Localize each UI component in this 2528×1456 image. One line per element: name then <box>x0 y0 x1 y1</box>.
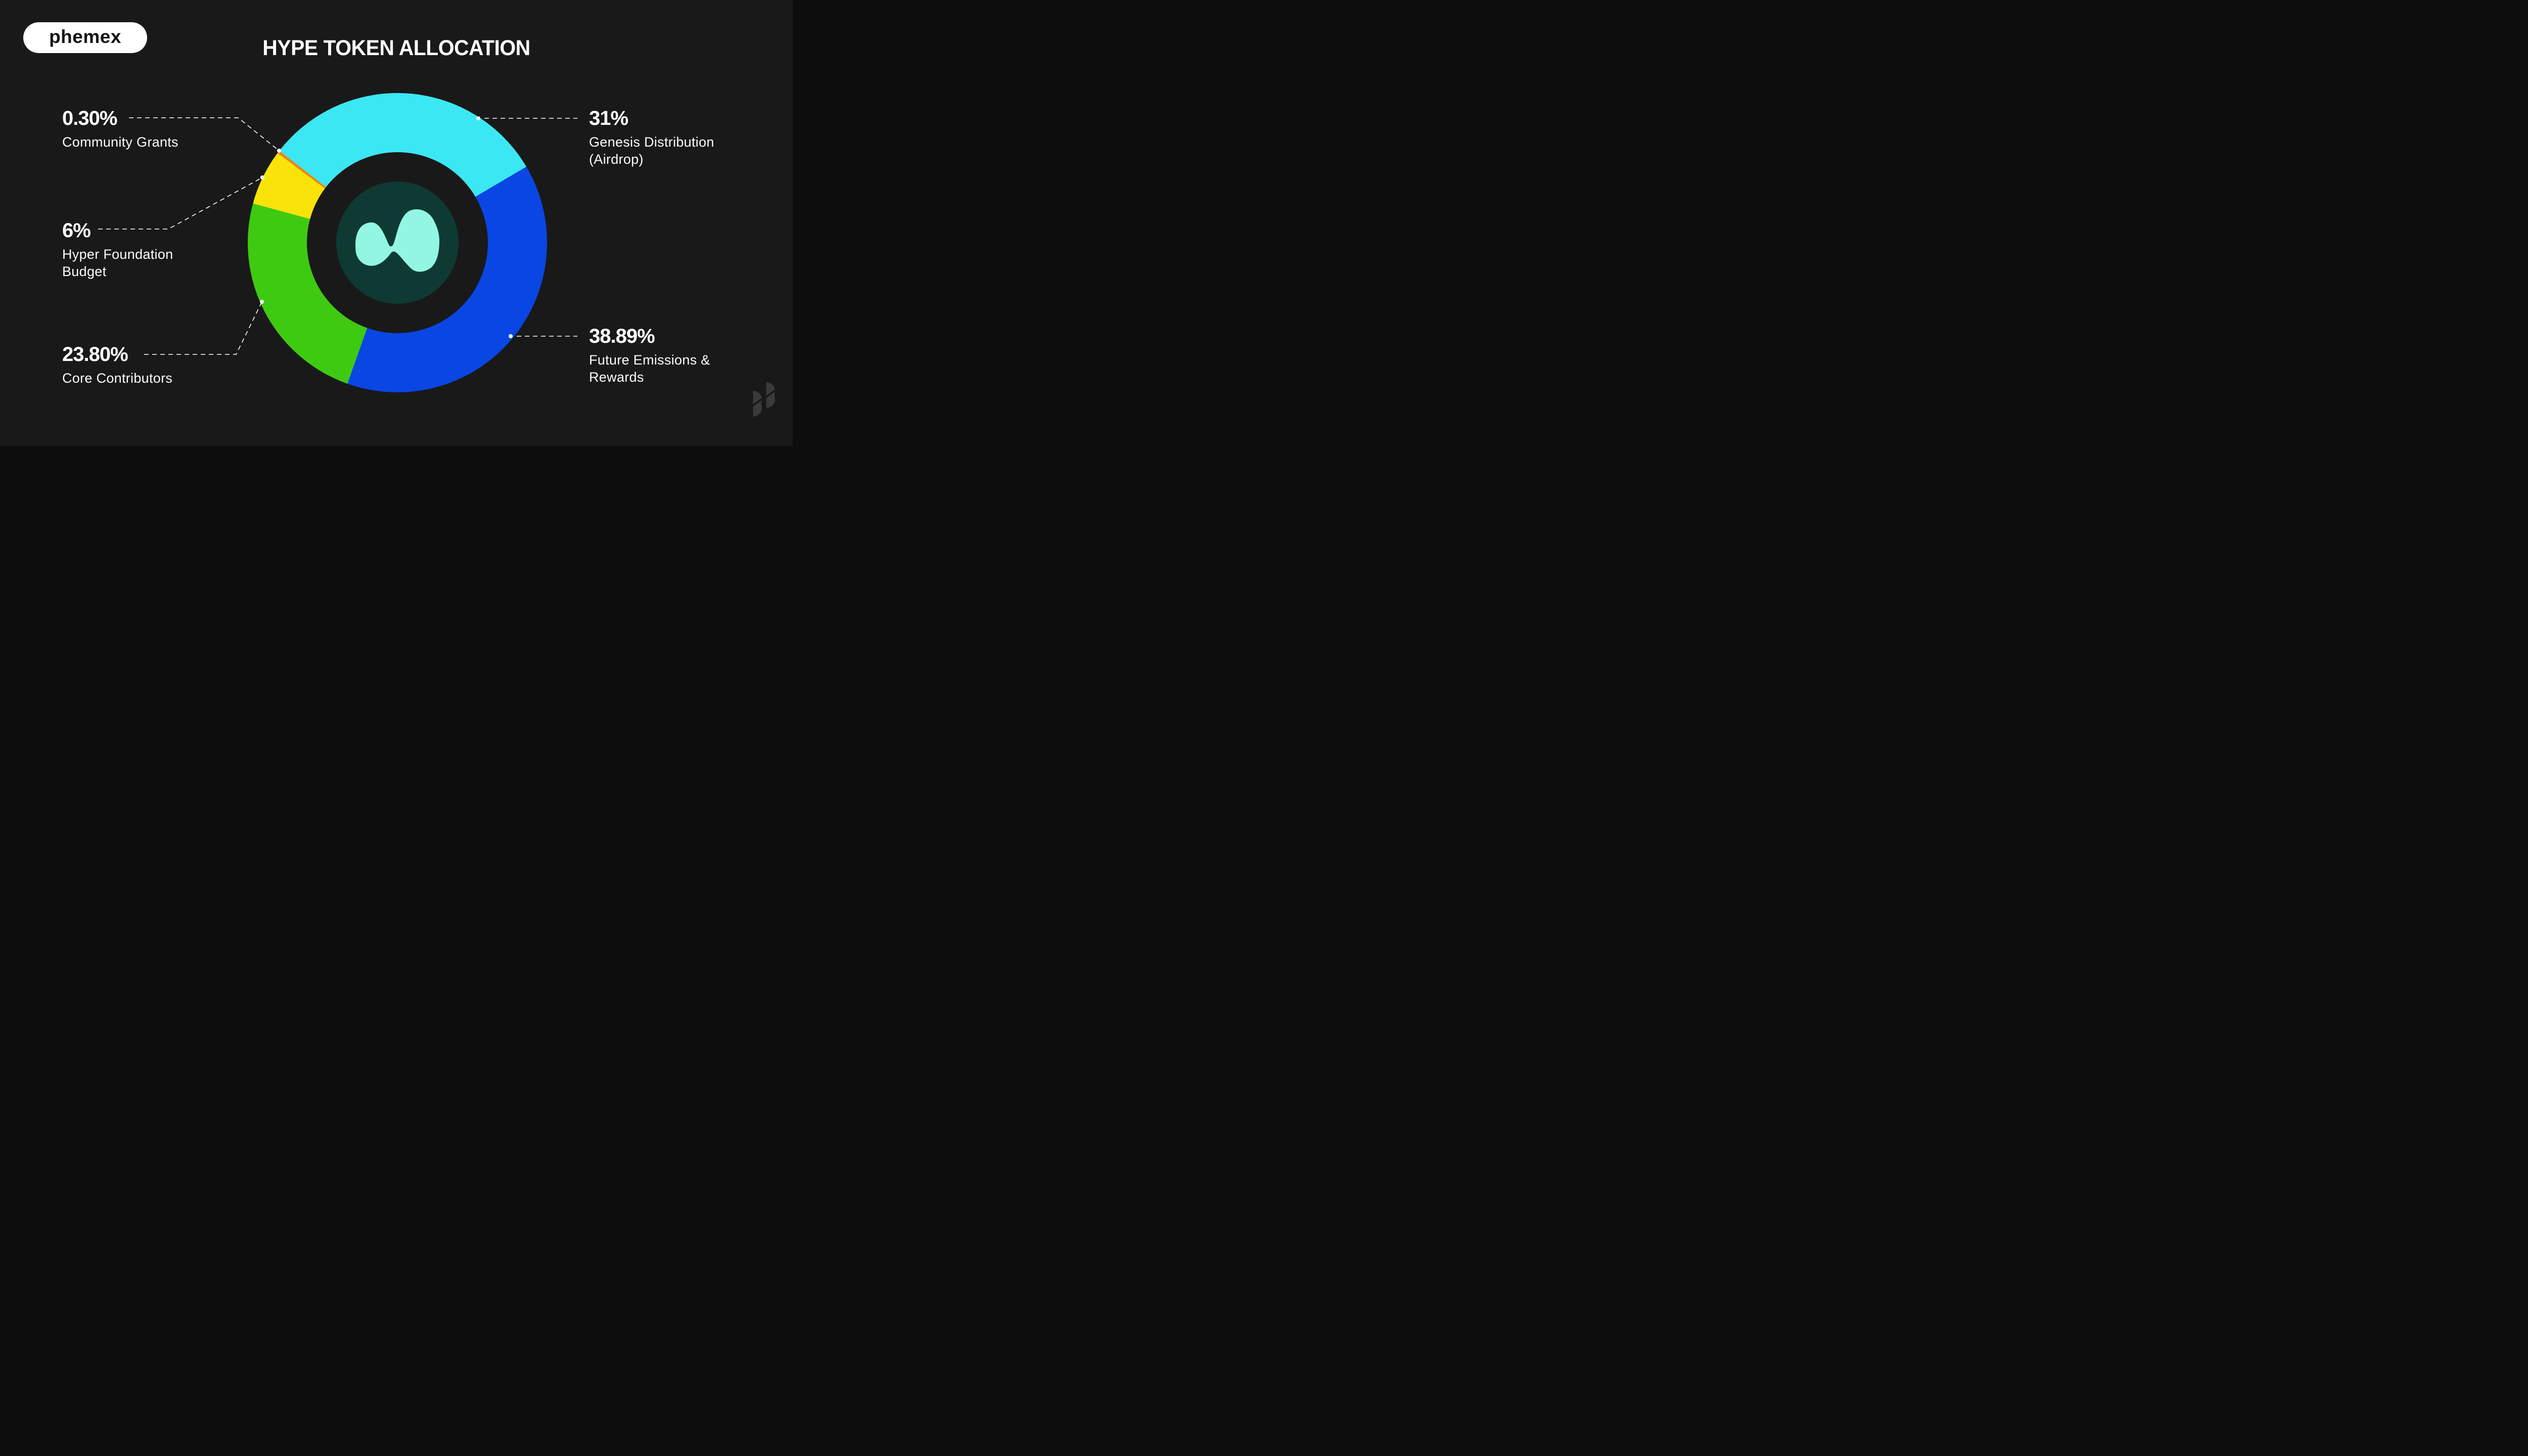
callout-genesis-distribution-value: 31% <box>589 107 628 129</box>
callout-genesis-distribution-label-1: Genesis Distribution <box>589 134 714 150</box>
leader-dot-core-contributors <box>260 300 264 304</box>
infographic-canvas: phemex HYPE TOKEN ALLOCATION 0.30% Commu… <box>0 0 793 446</box>
hyperliquid-mark-icon <box>355 209 439 272</box>
callout-community-grants-label: Community Grants <box>62 134 178 150</box>
leader-line-community-grants <box>129 117 280 151</box>
phemex-wordmark: phemex <box>49 26 121 47</box>
leader-line-hyper-foundation <box>98 177 263 230</box>
leader-dot-future-emissions <box>509 334 513 338</box>
callout-core-contributors-label: Core Contributors <box>62 371 173 386</box>
callout-community-grants-value: 0.30% <box>62 107 117 129</box>
leader-dot-community-grants <box>277 149 281 153</box>
callout-hyper-foundation: 6% Hyper Foundation Budget <box>62 219 173 280</box>
callout-future-emissions-label-2: Rewards <box>589 370 644 385</box>
callout-future-emissions: 38.89% Future Emissions & Rewards <box>589 325 710 386</box>
leader-line-core-contributors <box>144 301 262 355</box>
page-title: HYPE TOKEN ALLOCATION <box>262 36 530 60</box>
phemex-watermark-icon <box>752 382 776 417</box>
callout-hyper-foundation-label-2: Budget <box>62 264 107 279</box>
callout-genesis-distribution-label-2: (Airdrop) <box>589 152 644 167</box>
leader-dot-genesis-distribution <box>476 116 480 120</box>
callout-core-contributors-value: 23.80% <box>62 343 128 366</box>
callout-genesis-distribution: 31% Genesis Distribution (Airdrop) <box>589 107 714 168</box>
phemex-logo-pill: phemex <box>23 22 147 53</box>
callout-future-emissions-value: 38.89% <box>589 325 655 347</box>
leader-dot-hyper-foundation <box>260 175 264 179</box>
callout-hyper-foundation-value: 6% <box>62 219 91 242</box>
callout-community-grants: 0.30% Community Grants <box>62 107 178 151</box>
callout-core-contributors: 23.80% Core Contributors <box>62 343 172 387</box>
callout-hyper-foundation-label-1: Hyper Foundation <box>62 247 173 262</box>
leader-lines-layer <box>98 116 577 355</box>
callout-future-emissions-label-1: Future Emissions & <box>589 352 710 368</box>
